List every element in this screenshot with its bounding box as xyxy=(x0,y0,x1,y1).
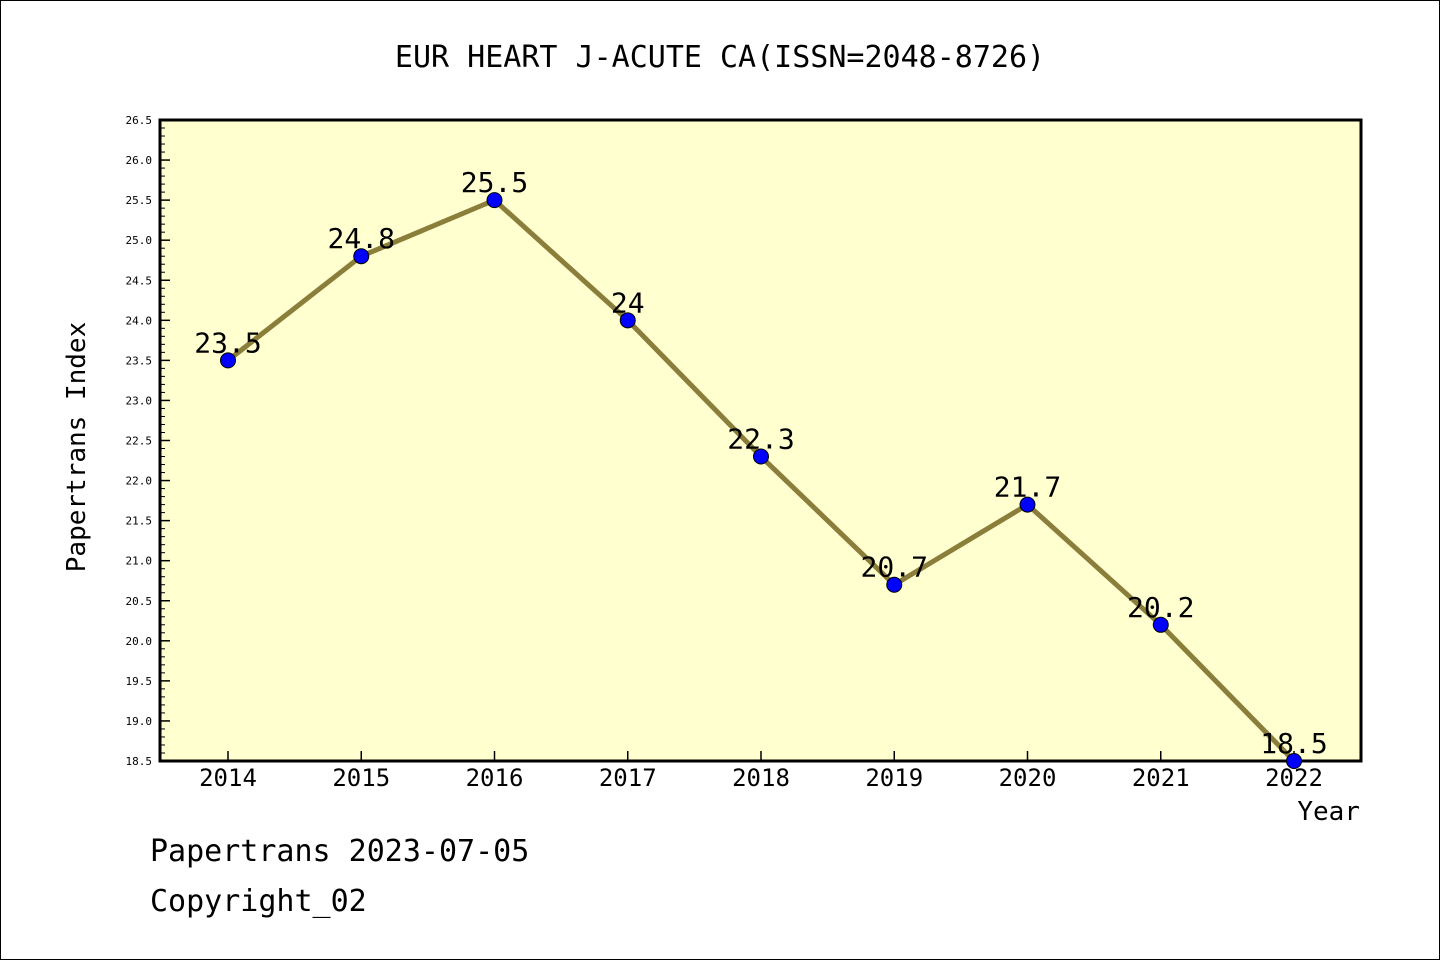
data-point xyxy=(1286,753,1302,769)
y-tick-label: 26.5 xyxy=(126,114,153,127)
x-tick-label: 2016 xyxy=(466,764,524,792)
y-tick-label: 24.0 xyxy=(126,314,153,327)
data-point xyxy=(1019,496,1036,513)
data-label: 21.7 xyxy=(994,471,1061,504)
x-tick-label: 2015 xyxy=(332,764,390,792)
data-label: 24 xyxy=(611,286,645,319)
footer-date: Papertrans 2023-07-05 xyxy=(150,834,530,869)
data-point xyxy=(1152,616,1169,633)
data-point xyxy=(353,248,370,265)
y-tick-label: 22.0 xyxy=(126,475,153,488)
y-tick-label: 24.5 xyxy=(126,274,153,287)
y-tick-label: 21.5 xyxy=(126,515,153,528)
data-points xyxy=(220,192,1302,769)
x-axis-label: Year xyxy=(1297,797,1360,827)
chart-title: EUR HEART J-ACUTE CA(ISSN=2048-8726) xyxy=(395,40,1045,75)
data-label: 23.5 xyxy=(194,326,261,359)
data-label: 24.8 xyxy=(328,222,395,255)
y-tick-label: 20.0 xyxy=(126,635,153,648)
data-label: 18.5 xyxy=(1260,727,1327,760)
data-point xyxy=(886,576,903,593)
x-tick-label: 2021 xyxy=(1132,764,1190,792)
x-tick-label: 2019 xyxy=(865,764,923,792)
data-point xyxy=(220,352,236,369)
y-tick-label: 20.5 xyxy=(126,595,153,608)
plot-area xyxy=(158,118,1363,763)
y-tick-label: 18.5 xyxy=(126,755,153,768)
x-tick-label: 2020 xyxy=(999,764,1057,792)
data-label: 22.3 xyxy=(727,423,794,456)
y-tick-label: 22.5 xyxy=(126,435,153,448)
x-axis: 2014 2015 2016 2017 2018 2019 2020 2021 2022 xyxy=(199,751,1323,792)
data-point xyxy=(486,192,503,209)
y-tick-label: 19.0 xyxy=(126,715,153,728)
y-tick-label: 26.0 xyxy=(126,154,153,167)
y-tick-label: 21.0 xyxy=(126,555,153,568)
y-axis-label: Papertrans Index xyxy=(62,322,92,572)
y-tick-label: 23.0 xyxy=(126,394,153,407)
y-axis: 18.5 19.0 19.5 20.0 20.5 21.0 21.5 22.0 22.5 23.0… xyxy=(126,114,170,768)
data-label: 25.5 xyxy=(461,166,528,199)
y-tick-label: 19.5 xyxy=(126,675,153,688)
x-tick-label: 2018 xyxy=(732,764,790,792)
y-tick-label: 25.0 xyxy=(126,234,153,247)
x-tick-label: 2014 xyxy=(199,764,257,792)
data-label: 20.7 xyxy=(861,551,928,584)
data-label: 20.2 xyxy=(1127,591,1194,624)
y-tick-label: 25.5 xyxy=(126,194,153,207)
footer-copyright: Copyright_02 xyxy=(150,884,367,919)
x-tick-label: 2017 xyxy=(599,764,657,792)
data-point xyxy=(753,448,769,465)
data-point xyxy=(619,312,636,329)
y-tick-label: 23.5 xyxy=(126,354,153,367)
data-labels: 23.5 24.8 25.5 24 22.3 20.7 21.7 20.2 18.5 xyxy=(194,166,1327,760)
